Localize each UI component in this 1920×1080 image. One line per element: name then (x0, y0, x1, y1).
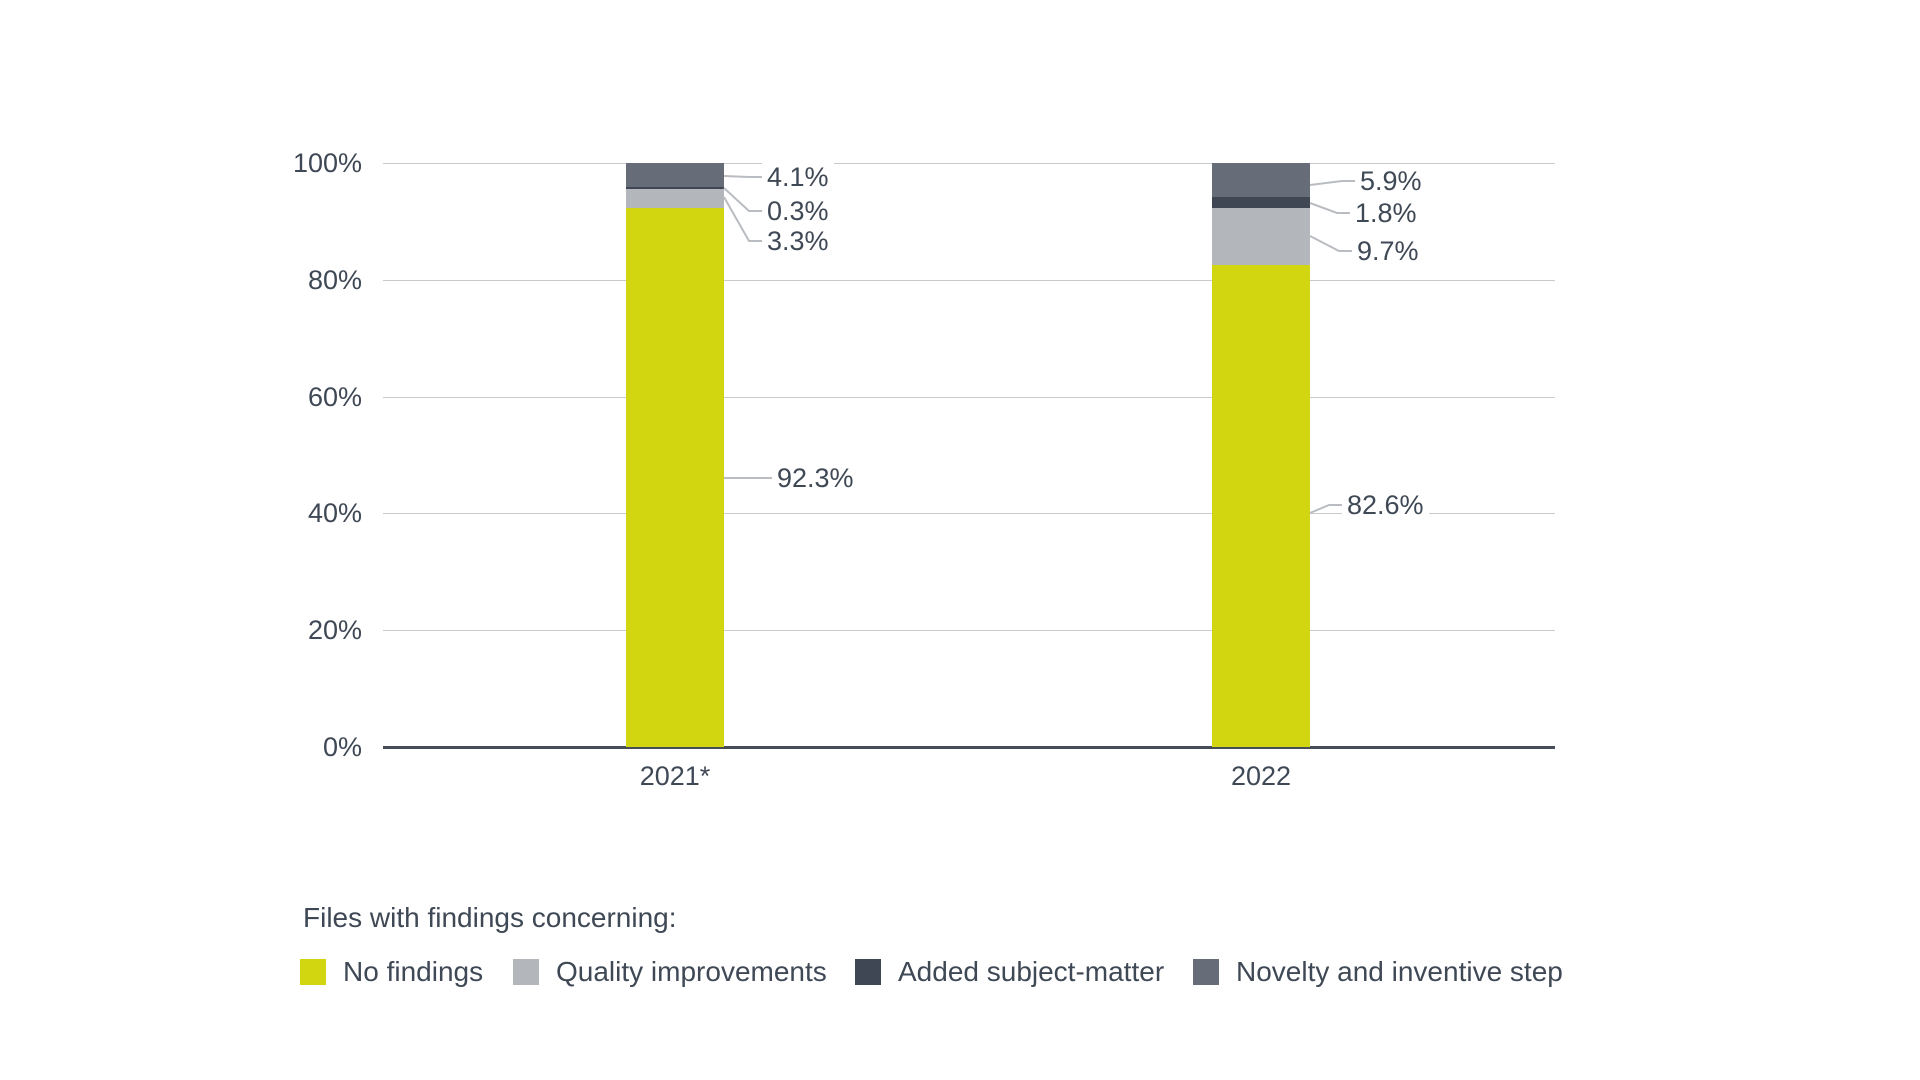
gridline (383, 279, 1555, 281)
legend-label: No findings (343, 956, 484, 987)
value-label: 3.3% (762, 225, 834, 257)
bar-segment (626, 188, 724, 208)
y-axis-tick-label: 80% (307, 264, 362, 295)
legend-label: Added subject-matter (898, 956, 1165, 987)
x-axis-line (383, 746, 1555, 749)
bar-segment (1212, 197, 1310, 208)
bar-segment (1212, 163, 1310, 198)
legend-swatch (855, 959, 881, 985)
gridline (383, 396, 1555, 398)
legend-swatch (300, 959, 326, 985)
leader-line (1309, 235, 1353, 252)
leader-line (1309, 180, 1356, 186)
gridline (383, 163, 1555, 164)
legend-item: Quality improvements (513, 956, 827, 988)
y-axis-tick-label: 40% (307, 498, 362, 529)
leader-line (1309, 202, 1351, 214)
bar-segment (1212, 264, 1310, 747)
value-label: 5.9% (1355, 165, 1427, 197)
y-axis-tick-label: 0% (322, 732, 362, 762)
leader-line (723, 187, 763, 212)
value-label: 0.3% (762, 195, 834, 227)
bar-segment (626, 207, 724, 747)
value-label: 1.8% (1350, 197, 1422, 229)
bar-segment (626, 186, 724, 189)
leader-line (723, 196, 763, 242)
legend-label: Novelty and inventive step (1236, 956, 1563, 987)
legend-item: Added subject-matter (855, 956, 1164, 988)
legend-item: Novelty and inventive step (1193, 956, 1563, 988)
value-label: 82.6% (1342, 489, 1429, 521)
value-label: 4.1% (762, 161, 834, 193)
bar-segment (626, 163, 724, 187)
x-axis-category-label: 2022 (1230, 761, 1292, 791)
leader-line (1309, 504, 1343, 514)
y-axis-tick-label: 100% (292, 148, 362, 178)
x-axis-category-label: 2021* (639, 761, 711, 791)
y-axis-tick-label: 60% (307, 381, 362, 412)
leader-line (723, 175, 763, 178)
legend-swatch (1193, 959, 1219, 985)
y-axis-tick-label: 20% (307, 615, 362, 646)
value-label: 92.3% (772, 462, 859, 494)
value-label: 9.7% (1352, 235, 1424, 267)
bar-segment (1212, 207, 1310, 265)
legend-swatch (513, 959, 539, 985)
gridline (383, 513, 1555, 515)
legend-item: No findings (300, 956, 483, 988)
legend-title: Files with findings concerning: (303, 902, 677, 933)
legend-label: Quality improvements (556, 956, 827, 987)
gridline (383, 630, 1555, 632)
